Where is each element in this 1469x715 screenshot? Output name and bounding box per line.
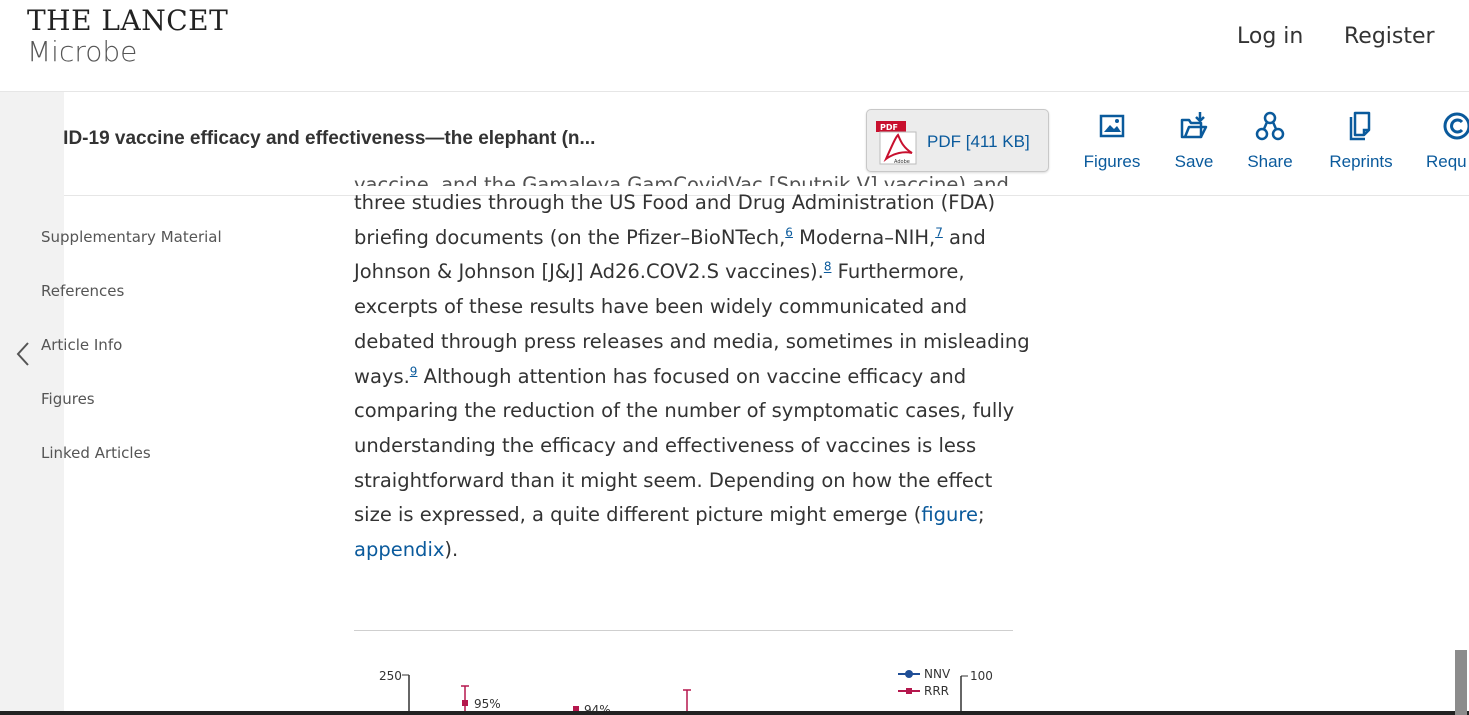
reference-link[interactable]: 9 — [409, 364, 418, 379]
article-line: appendix). — [354, 538, 459, 562]
sidebar-item-figures[interactable]: Figures — [41, 390, 95, 408]
reference-link[interactable]: 6 — [785, 225, 793, 240]
article-line: briefing documents (on the Pfizer–BioNTe… — [354, 225, 986, 249]
legend-nnv-marker — [905, 670, 913, 678]
bottom-border — [0, 711, 1469, 715]
article-title: COVID-19 vaccine efficacy and effectiven… — [22, 128, 596, 149]
brand-subtitle: Microbe — [27, 35, 138, 68]
copyright-icon — [1443, 112, 1469, 140]
request-tool-label: Requ — [1426, 152, 1467, 171]
left-sidebar — [0, 92, 64, 715]
share-tool-button[interactable]: Share — [1244, 110, 1296, 172]
right-axis-tick: 100 — [970, 669, 993, 683]
reference-link[interactable]: 7 — [935, 225, 943, 240]
image-icon — [1099, 114, 1125, 138]
data-label-95: 95% — [474, 697, 501, 711]
figure-divider — [354, 630, 1013, 631]
svg-text:Adobe: Adobe — [894, 159, 910, 165]
article-toolbar: COVID-19 vaccine efficacy and effectiven… — [0, 92, 1469, 196]
sidebar-item-supplementary[interactable]: Supplementary Material — [41, 228, 222, 246]
reprints-tool-label: Reprints — [1329, 152, 1393, 171]
reprints-icon — [1349, 111, 1371, 141]
sidebar-item-references[interactable]: References — [41, 282, 125, 300]
journal-logo[interactable]: THE LANCET Microbe — [27, 6, 228, 68]
left-axis-tick: 250 — [379, 669, 402, 683]
brand-title: THE LANCET — [27, 4, 229, 37]
collapse-sidebar-chevron-icon[interactable] — [14, 340, 32, 368]
article-line: Johnson & Johnson [J&J] Ad26.COV2.S vacc… — [354, 259, 965, 284]
article-line: debated through press releases and media… — [354, 329, 1030, 353]
article-line: three studies through the US Food and Dr… — [354, 191, 996, 214]
save-tool-button[interactable]: Save — [1172, 110, 1216, 172]
article-body: vaccine, and the Gamaleya GamCovidVac [S… — [354, 173, 1030, 568]
article-line: comparing the reduction of the number of… — [354, 399, 1015, 423]
sidebar-item-linked-articles[interactable]: Linked Articles — [41, 444, 151, 462]
appendix-link[interactable]: appendix — [354, 538, 445, 562]
share-tool-label: Share — [1247, 152, 1293, 171]
register-link[interactable]: Register — [1344, 24, 1435, 49]
rrr-marker — [462, 700, 468, 706]
legend-rrr-marker — [906, 688, 912, 694]
svg-text:PDF: PDF — [880, 123, 898, 132]
figure-link[interactable]: figure — [921, 503, 978, 527]
figure-chart: 250 95% 94% NNV RRR 100 — [379, 667, 993, 715]
sidebar-item-article-info[interactable]: Article Info — [41, 336, 123, 354]
save-tool-label: Save — [1174, 152, 1214, 171]
article-line: vaccine, and the Gamaleya GamCovidVac [S… — [354, 173, 1009, 186]
scrollbar-thumb[interactable] — [1455, 650, 1467, 715]
figures-tool-label: Figures — [1083, 152, 1141, 171]
share-icon — [1255, 111, 1285, 141]
article-line: understanding the efficacy and effective… — [354, 433, 977, 457]
site-header: THE LANCET Microbe Log in Register — [0, 0, 1469, 92]
article-line: size is expressed, a quite different pic… — [354, 503, 985, 527]
figures-tool-button[interactable]: Figures — [1081, 110, 1143, 172]
article-line: excerpts of these results have been wide… — [354, 295, 968, 319]
request-permissions-tool-button[interactable]: Requ — [1426, 110, 1469, 172]
login-link[interactable]: Log in — [1237, 24, 1304, 49]
pdf-download-button[interactable]: PDF Adobe PDF [411 KB] — [866, 109, 1049, 172]
pdf-label: PDF [411 KB] — [927, 132, 1030, 151]
save-folder-icon — [1180, 112, 1208, 139]
reference-link[interactable]: 8 — [823, 259, 832, 274]
rrr-marker — [573, 706, 579, 712]
article-line: ways.9 Although attention has focused on… — [354, 364, 967, 388]
legend-rrr: RRR — [924, 684, 949, 698]
article-line: straightforward than it might seem. Depe… — [354, 468, 993, 492]
pdf-icon: PDF Adobe — [876, 121, 917, 165]
legend-nnv: NNV — [924, 667, 951, 681]
reprints-tool-button[interactable]: Reprints — [1326, 110, 1396, 172]
figure-preview[interactable]: 250 95% 94% NNV RRR 100 — [354, 640, 1014, 715]
